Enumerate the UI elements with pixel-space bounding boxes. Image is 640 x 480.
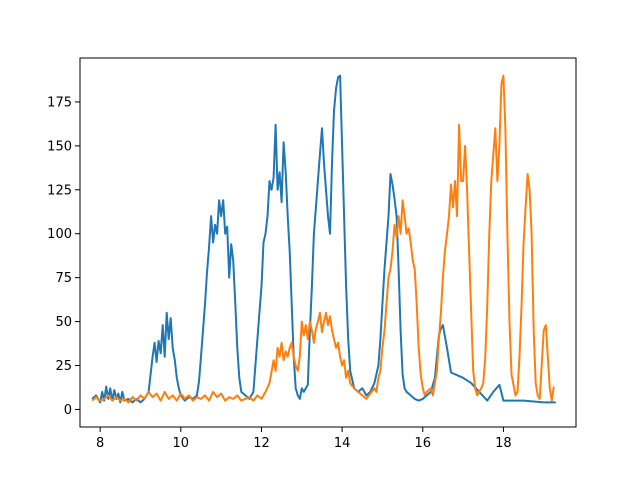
plot-lines: [91, 74, 556, 404]
series-line-1: [91, 74, 556, 404]
y-axis: 0 25 50 75 100 125 150 175: [47, 95, 80, 418]
x-tick-label: 10: [173, 436, 190, 451]
y-tick-label: 50: [55, 315, 72, 330]
y-tick-label: 150: [47, 139, 72, 154]
y-tick-label: 175: [47, 95, 72, 110]
x-tick-label: 12: [253, 436, 270, 451]
x-tick-label: 14: [334, 436, 351, 451]
y-tick-label: 0: [64, 403, 72, 418]
x-axis: 8 10 12 14 16 18: [96, 427, 512, 451]
y-tick-label: 25: [55, 359, 72, 374]
y-tick-label: 100: [47, 227, 72, 242]
y-tick-label: 75: [55, 271, 72, 286]
x-tick-label: 8: [96, 436, 104, 451]
y-tick-label: 125: [47, 183, 72, 198]
series-line-2: [91, 74, 555, 404]
x-tick-label: 18: [495, 436, 512, 451]
x-tick-label: 16: [414, 436, 431, 451]
axes-frame: [79, 57, 577, 428]
